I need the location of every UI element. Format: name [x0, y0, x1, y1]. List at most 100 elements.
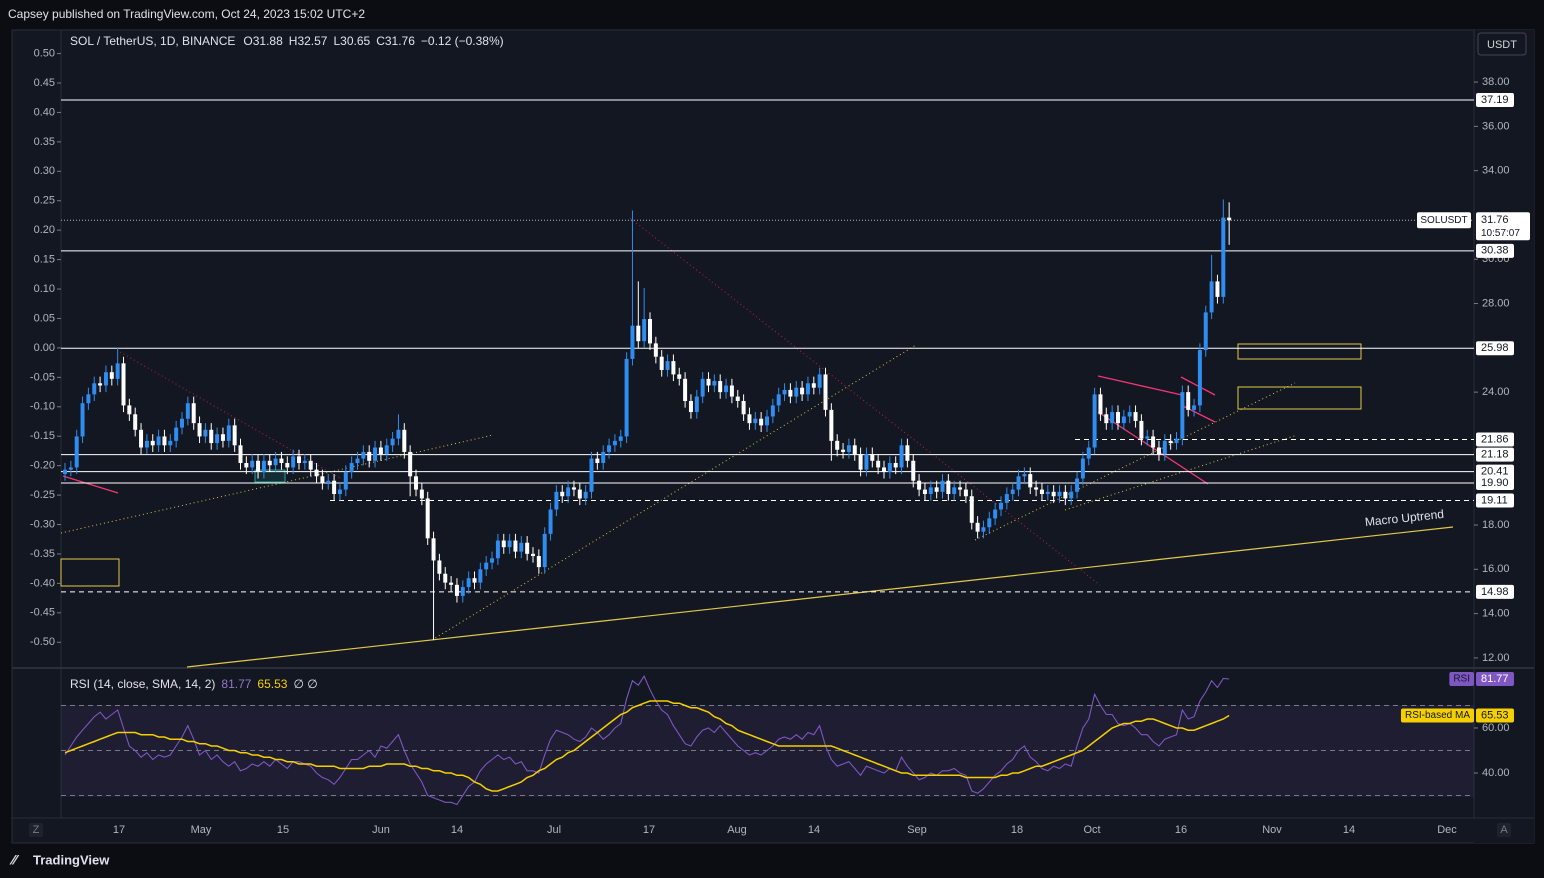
- series-badge-bg: [1400, 708, 1474, 723]
- candle-body: [133, 414, 138, 430]
- candle-body: [115, 363, 120, 379]
- candle-body: [1197, 350, 1202, 406]
- candle-body: [1121, 416, 1126, 424]
- change: −0.12 (−0.38%): [421, 34, 504, 48]
- y-tick-label: 36.00: [1482, 120, 1510, 132]
- level-label: 19.11: [1481, 494, 1508, 506]
- candle-body: [373, 447, 378, 461]
- candle-body: [1010, 489, 1015, 495]
- candle-body: [419, 489, 424, 499]
- candle-body: [718, 381, 723, 393]
- candle-body: [460, 587, 465, 596]
- candle-body: [946, 480, 951, 495]
- candle-body: [618, 436, 623, 441]
- y-tick-label: 40.00: [1482, 767, 1510, 779]
- x-tick-label: 14: [1343, 824, 1355, 836]
- candle-body: [1080, 458, 1085, 479]
- candle-body: [437, 560, 442, 574]
- candle-body: [355, 458, 360, 464]
- candle-body: [185, 403, 190, 419]
- level-badge: [1476, 341, 1514, 356]
- y2-tick-label: 0.10: [34, 283, 55, 295]
- candle-body: [291, 456, 296, 468]
- candle-body: [928, 487, 933, 495]
- candle-body: [297, 456, 301, 464]
- candle-body: [1192, 405, 1197, 410]
- candle-body: [700, 378, 705, 397]
- y2-tick-label: -0.20: [30, 460, 55, 472]
- ohlc-value: 32.57: [297, 34, 327, 48]
- candle-body: [109, 372, 114, 379]
- candle-body: [139, 429, 144, 448]
- candle-body: [1168, 440, 1173, 444]
- y-tick-label: 34.00: [1482, 165, 1510, 177]
- y2-tick-label: -0.35: [30, 548, 55, 560]
- price-badge-label: 31.76: [1481, 214, 1509, 226]
- candle-body: [765, 416, 769, 426]
- auto-button[interactable]: [1497, 823, 1511, 837]
- y-tick-label: 14.00: [1482, 608, 1510, 620]
- rsi-line: [64, 700, 1230, 792]
- level-label: 30.38: [1481, 245, 1509, 257]
- candle-body: [934, 487, 939, 492]
- trendline: [431, 344, 917, 641]
- candle-body: [197, 423, 202, 437]
- candle-body: [993, 509, 998, 519]
- candle-body: [858, 454, 863, 470]
- candle-body: [1174, 438, 1179, 444]
- trendline: [629, 217, 1101, 586]
- candle-body: [490, 558, 495, 563]
- candle-body: [361, 451, 366, 459]
- x-tick-label: 17: [643, 824, 655, 836]
- rsi-symbols: ∅ ∅: [293, 677, 317, 691]
- candle-body: [349, 463, 354, 472]
- candle-body: [817, 374, 822, 388]
- x-tick-label: 14: [808, 824, 820, 836]
- candle-body: [1203, 312, 1208, 351]
- currency-button[interactable]: [1477, 32, 1527, 56]
- symbol-badge: [1417, 212, 1471, 229]
- candle-body: [1016, 476, 1021, 490]
- candle-body: [273, 458, 278, 466]
- level-label: 14.98: [1481, 586, 1509, 598]
- candle-body: [384, 445, 389, 455]
- level-label: 19.90: [1481, 477, 1509, 489]
- candle-body: [337, 489, 342, 495]
- zoom-label[interactable]: Z: [33, 824, 40, 836]
- level-badge: [1476, 447, 1514, 462]
- zoom-button[interactable]: [29, 823, 43, 837]
- candle-body: [1127, 412, 1132, 417]
- trendline: [62, 475, 119, 494]
- auto-label[interactable]: A: [1500, 824, 1508, 836]
- level-badge: [1476, 243, 1514, 258]
- candle-body: [636, 325, 641, 342]
- ohlc-label: H: [289, 34, 298, 48]
- candle-body: [513, 540, 518, 552]
- candle-body: [729, 385, 734, 397]
- candle-body: [1110, 412, 1115, 424]
- candle-body: [121, 363, 126, 406]
- y2-tick-label: 0.40: [34, 106, 55, 118]
- candle-body: [823, 374, 828, 410]
- candle-body: [841, 449, 846, 452]
- y2-tick-label: 0.15: [34, 254, 55, 266]
- x-tick-label: 14: [451, 824, 463, 836]
- level-badge: [1476, 432, 1514, 447]
- rsi-line: [64, 675, 1230, 806]
- x-tick-label: Sep: [907, 824, 927, 836]
- currency-label[interactable]: USDT: [1487, 39, 1517, 51]
- candle-body: [1156, 447, 1161, 455]
- level-label: 20.41: [1481, 466, 1509, 478]
- x-tick-label: Aug: [727, 824, 747, 836]
- candle-body: [425, 498, 430, 539]
- candle-body: [922, 489, 927, 495]
- series-value-badge: [1476, 671, 1514, 686]
- macro-uptrend-line: [186, 526, 1454, 668]
- candle-body: [150, 440, 155, 446]
- x-tick-label: 15: [277, 824, 289, 836]
- level-badge: [1476, 464, 1514, 479]
- candle-body: [747, 414, 752, 424]
- candle-body: [1098, 394, 1103, 415]
